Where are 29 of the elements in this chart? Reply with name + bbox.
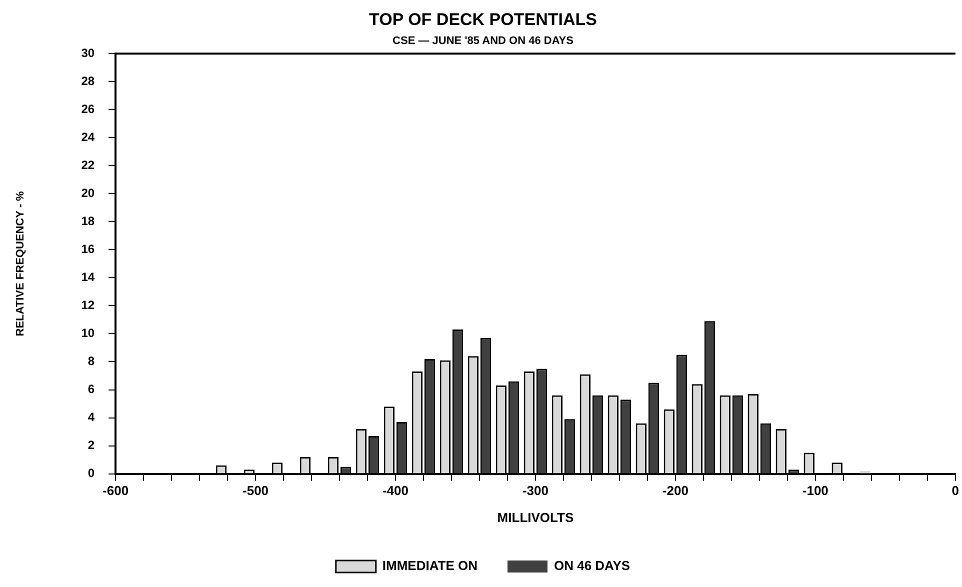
x-axis-title: MILLIVOLTS [497, 510, 574, 525]
y-tick-label: 16 [81, 242, 95, 256]
x-tick-label: -200 [662, 483, 688, 498]
y-tick-label: 26 [81, 102, 95, 116]
x-tick-label: -600 [102, 483, 129, 498]
x-tick-label: 0 [952, 483, 959, 498]
legend-label: IMMEDIATE ON [382, 558, 478, 574]
y-tick-label: 14 [81, 270, 95, 284]
y-tick-label: 30 [81, 46, 95, 60]
legend-label: ON 46 DAYS [554, 558, 630, 574]
y-tick-label: 20 [81, 186, 95, 200]
x-tick-label: -100 [802, 483, 828, 498]
y-tick-label: 10 [81, 326, 95, 340]
y-tick-label: 2 [88, 438, 95, 452]
y-tick-label: 6 [88, 382, 95, 396]
y-tick-label: 24 [81, 130, 95, 144]
x-tick-label: -300 [522, 483, 548, 498]
y-tick-label: 28 [81, 74, 95, 88]
y-tick-label: 0 [88, 466, 95, 480]
x-tick-label: -500 [242, 483, 269, 498]
y-tick-label: 4 [88, 410, 95, 424]
y-tick-label: 12 [81, 298, 95, 312]
x-tick-label: -400 [382, 483, 409, 498]
y-axis-title: RELATIVE FREQUENCY - % [14, 190, 27, 336]
chart-title: TOP OF DECK POTENTIALS [369, 10, 597, 29]
chart-subtitle: CSE — JUNE '85 AND ON 46 DAYS [392, 35, 574, 48]
y-tick-label: 22 [81, 158, 95, 172]
y-tick-label: 8 [88, 354, 95, 368]
y-tick-label: 18 [81, 214, 95, 228]
